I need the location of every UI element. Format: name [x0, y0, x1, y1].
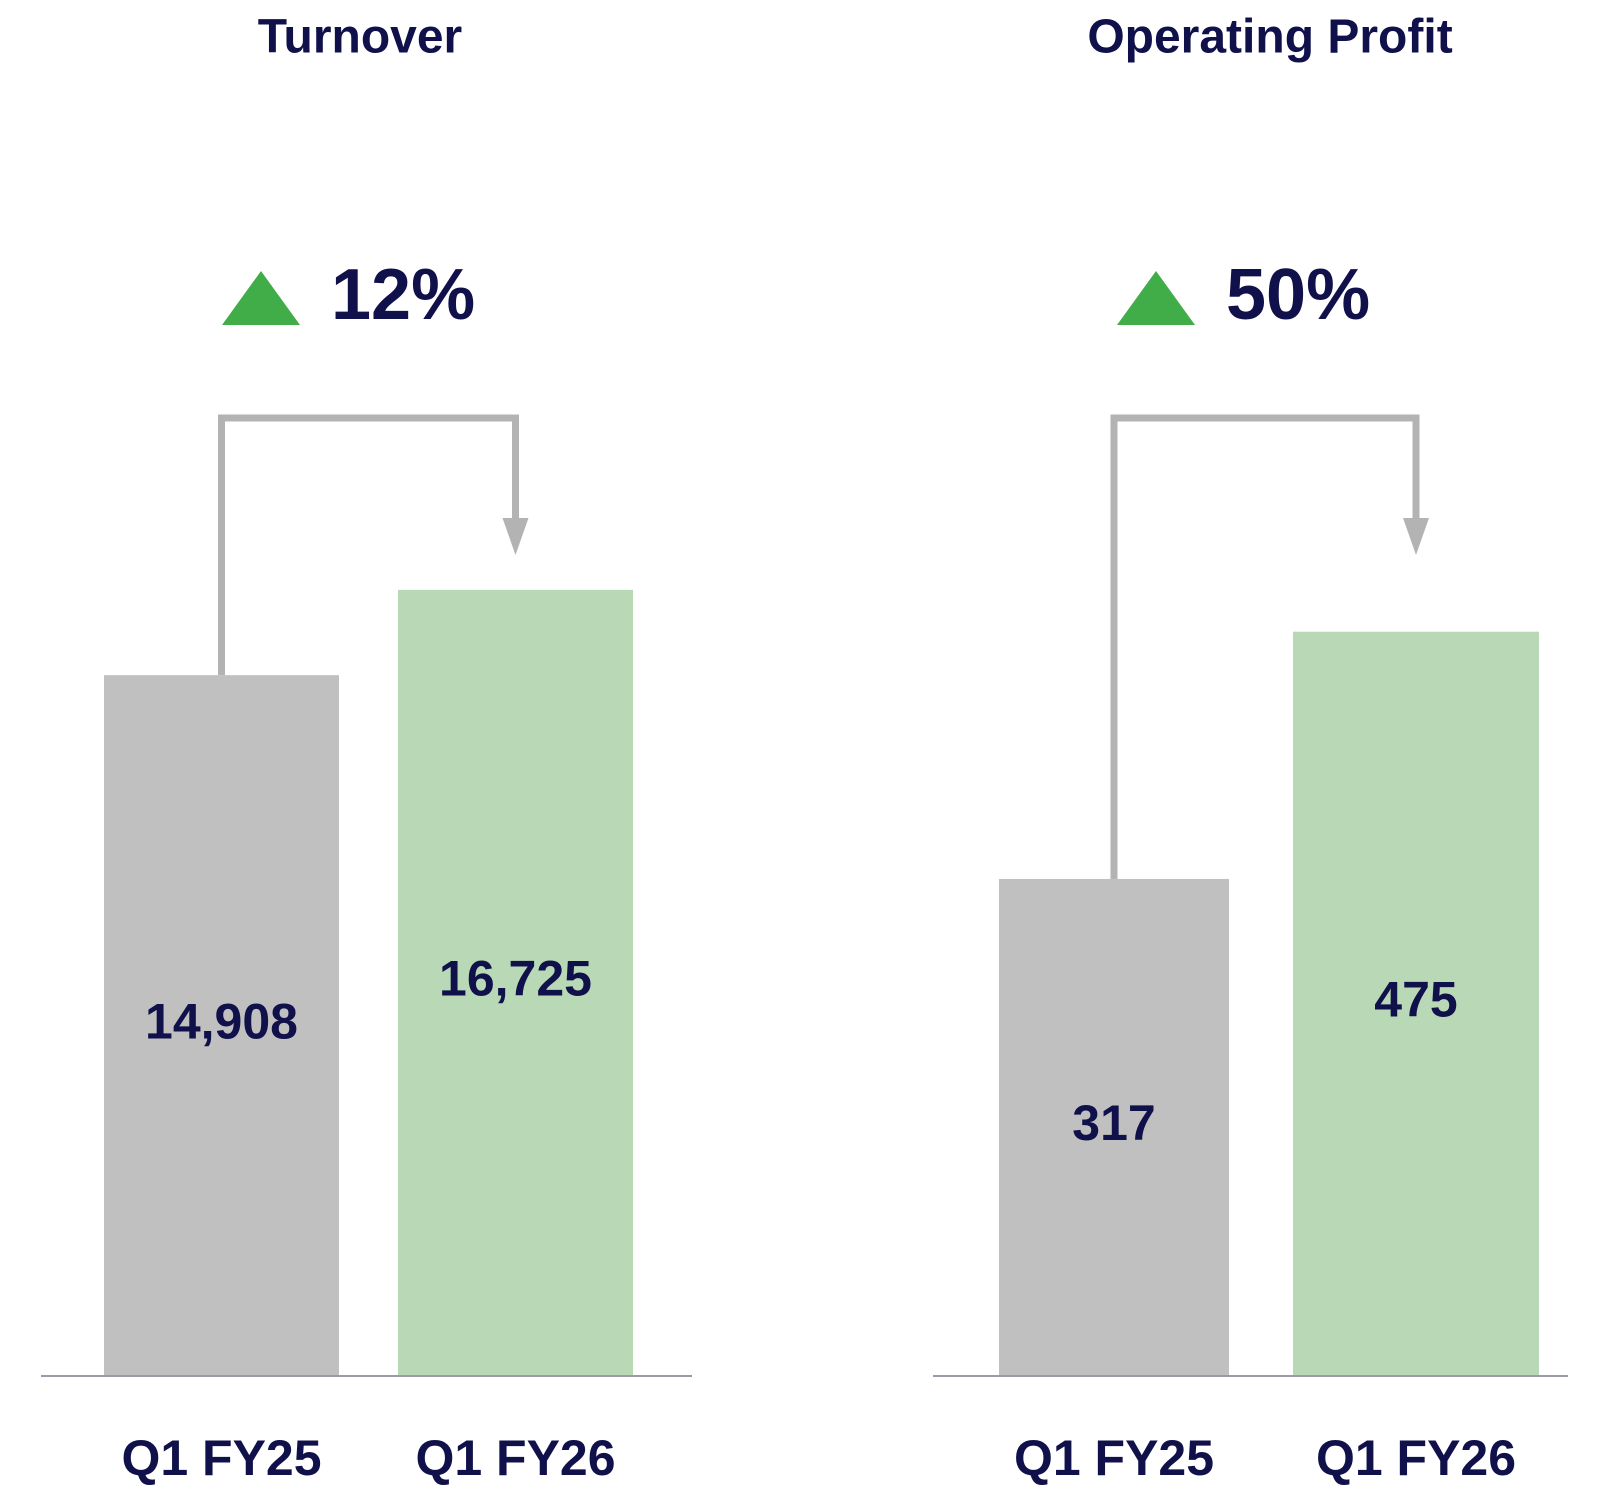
value-label: 317 [1072, 1095, 1155, 1151]
value-label: 14,908 [145, 993, 298, 1049]
connector-arrow [502, 518, 529, 555]
change-label: 50% [1226, 255, 1370, 335]
x-tick-label: Q1 FY25 [121, 1430, 321, 1486]
bar [1293, 631, 1539, 1375]
bar [398, 589, 633, 1375]
x-tick-label: Q1 FY26 [415, 1430, 615, 1486]
connector [218, 414, 519, 676]
value-label: 16,725 [439, 951, 592, 1007]
up-triangle [1117, 271, 1195, 325]
up-triangle [222, 271, 300, 325]
chart-title: Turnover [258, 11, 462, 64]
connector-arrow [1403, 518, 1429, 555]
value-label: 475 [1374, 972, 1457, 1028]
bar [104, 675, 339, 1375]
bar [999, 878, 1229, 1375]
chart-title: Operating Profit [1087, 11, 1452, 64]
x-tick-label: Q1 FY26 [1316, 1430, 1516, 1486]
x-tick-label: Q1 FY25 [1014, 1430, 1214, 1486]
connector [1110, 414, 1420, 879]
change-label: 12% [331, 255, 475, 335]
